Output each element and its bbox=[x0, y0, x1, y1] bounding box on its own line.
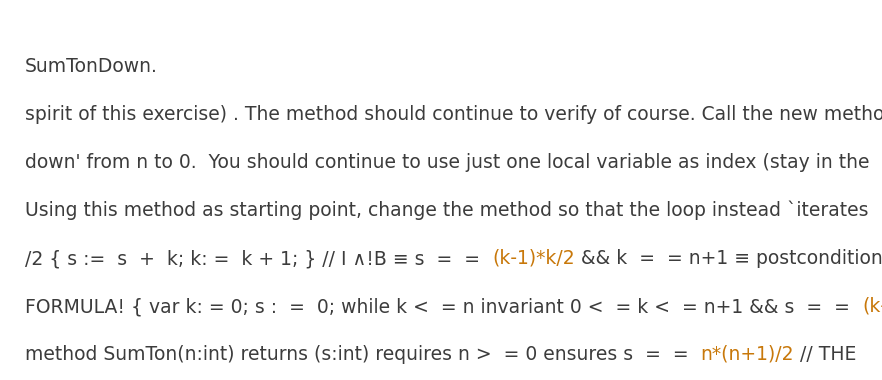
Text: SumTonDown.: SumTonDown. bbox=[25, 57, 158, 76]
Text: FORMULA! { var k: = 0; s :  =  0; while k <  = n invariant 0 <  = k <  = n+1 && : FORMULA! { var k: = 0; s : = 0; while k … bbox=[25, 297, 862, 316]
Text: /2 { s :=  s  +  k; k: =  k + 1; } // I ∧!B ≡ s  =  =: /2 { s := s + k; k: = k + 1; } // I ∧!B … bbox=[25, 249, 492, 268]
Text: (k-1)*k/2: (k-1)*k/2 bbox=[492, 249, 575, 268]
Text: spirit of this exercise) . The method should continue to verify of course. Call : spirit of this exercise) . The method sh… bbox=[25, 105, 882, 124]
Text: method SumTon(n:int) returns (s:int) requires n >  = 0 ensures s  =  =: method SumTon(n:int) returns (s:int) req… bbox=[25, 345, 700, 364]
Text: n*(n+1)/2: n*(n+1)/2 bbox=[700, 345, 794, 364]
Text: // THE: // THE bbox=[794, 345, 856, 364]
Text: && k  =  = n+1 ≡ postcondition }: && k = = n+1 ≡ postcondition } bbox=[575, 249, 882, 268]
Text: Using this method as starting point, change the method so that the loop instead : Using this method as starting point, cha… bbox=[25, 201, 869, 220]
Text: down' from n to 0.  You should continue to use just one local variable as index : down' from n to 0. You should continue t… bbox=[25, 153, 870, 172]
Text: (k-1)*k: (k-1)*k bbox=[862, 297, 882, 316]
